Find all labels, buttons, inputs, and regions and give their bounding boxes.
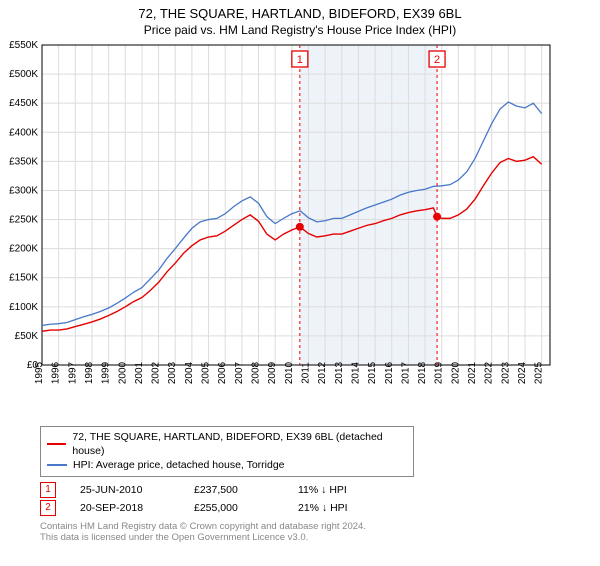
title-block: 72, THE SQUARE, HARTLAND, BIDEFORD, EX39… xyxy=(0,6,600,37)
sale-row: 2 20-SEP-2018 £255,000 21% ↓ HPI xyxy=(40,499,600,517)
legend-swatch-price-paid xyxy=(47,443,66,445)
footnote-line: Contains HM Land Registry data © Crown c… xyxy=(40,521,600,533)
svg-text:£150K: £150K xyxy=(9,273,38,284)
sale-row: 1 25-JUN-2010 £237,500 11% ↓ HPI xyxy=(40,481,600,499)
svg-text:£450K: £450K xyxy=(9,98,38,109)
svg-text:£550K: £550K xyxy=(9,40,38,51)
svg-text:2: 2 xyxy=(434,54,440,66)
legend: 72, THE SQUARE, HARTLAND, BIDEFORD, EX39… xyxy=(40,426,414,477)
chart-container: £0£50K£100K£150K£200K£250K£300K£350K£400… xyxy=(0,37,600,422)
svg-text:£250K: £250K xyxy=(9,215,38,226)
svg-text:£500K: £500K xyxy=(9,69,38,80)
sale-price: £255,000 xyxy=(194,502,274,514)
sale-table: 1 25-JUN-2010 £237,500 11% ↓ HPI 2 20-SE… xyxy=(40,481,600,517)
sale-marker-1: 1 xyxy=(40,482,56,498)
legend-label-price-paid: 72, THE SQUARE, HARTLAND, BIDEFORD, EX39… xyxy=(72,430,407,458)
price-chart: £0£50K£100K£150K£200K£250K£300K£350K£400… xyxy=(0,37,560,417)
svg-text:£400K: £400K xyxy=(9,127,38,138)
footnote: Contains HM Land Registry data © Crown c… xyxy=(40,521,600,545)
legend-row-hpi: HPI: Average price, detached house, Torr… xyxy=(47,458,407,472)
svg-text:£300K: £300K xyxy=(9,185,38,196)
footnote-line: This data is licensed under the Open Gov… xyxy=(40,532,600,544)
title-sub: Price paid vs. HM Land Registry's House … xyxy=(0,23,600,37)
sale-price: £237,500 xyxy=(194,484,274,496)
sale-diff: 11% ↓ HPI xyxy=(298,484,347,496)
svg-text:£350K: £350K xyxy=(9,156,38,167)
svg-text:£200K: £200K xyxy=(9,244,38,255)
sale-date: 20-SEP-2018 xyxy=(80,502,170,514)
sale-date: 25-JUN-2010 xyxy=(80,484,170,496)
sale-marker-2: 2 xyxy=(40,500,56,516)
svg-text:1: 1 xyxy=(297,54,303,66)
svg-text:£100K: £100K xyxy=(9,302,38,313)
legend-swatch-hpi xyxy=(47,464,67,466)
title-main: 72, THE SQUARE, HARTLAND, BIDEFORD, EX39… xyxy=(0,6,600,21)
legend-row-price-paid: 72, THE SQUARE, HARTLAND, BIDEFORD, EX39… xyxy=(47,430,407,458)
legend-label-hpi: HPI: Average price, detached house, Torr… xyxy=(73,458,285,472)
svg-text:£50K: £50K xyxy=(15,331,39,342)
sale-diff: 21% ↓ HPI xyxy=(298,502,348,514)
